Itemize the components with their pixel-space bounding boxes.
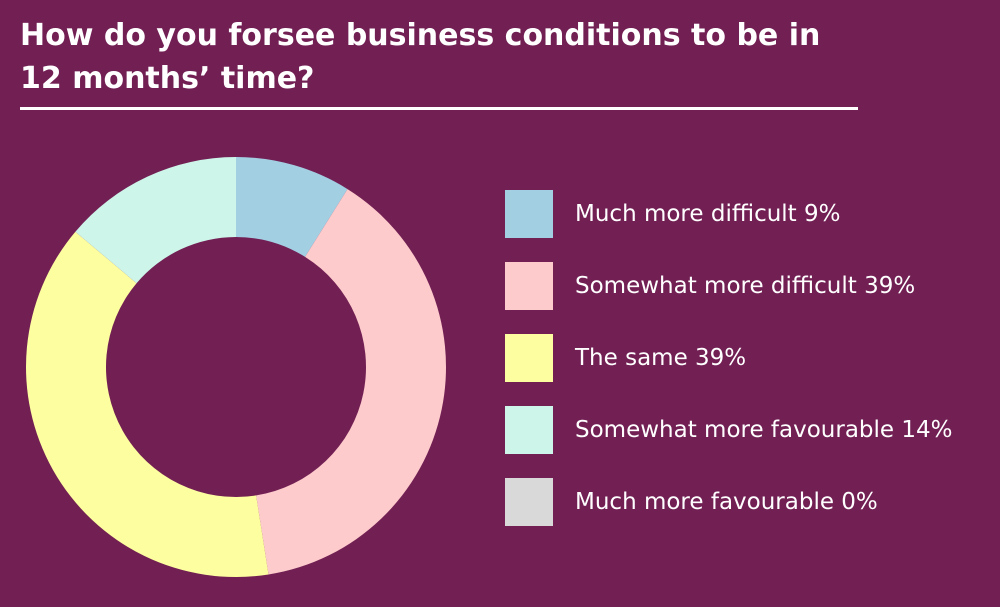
legend-label: Much more difficult 9%	[575, 201, 841, 227]
legend-item: Much more favourable 0%	[505, 476, 953, 528]
legend-swatch	[505, 334, 553, 382]
chart-legend: Much more difficult 9% Somewhat more diff…	[505, 188, 953, 548]
legend-item: Somewhat more difficult 39%	[505, 260, 953, 312]
legend-item: Somewhat more favourable 14%	[505, 404, 953, 456]
legend-swatch	[505, 406, 553, 454]
legend-label: Somewhat more favourable 14%	[575, 417, 953, 443]
donut-slice-2	[25, 231, 269, 577]
legend-item: The same 39%	[505, 332, 953, 384]
legend-label: Much more favourable 0%	[575, 489, 878, 515]
donut-slice-1	[256, 189, 447, 575]
donut-slice-3	[75, 157, 236, 284]
legend-label: Somewhat more difficult 39%	[575, 273, 916, 299]
legend-swatch	[505, 262, 553, 310]
legend-swatch	[505, 478, 553, 526]
title-divider	[20, 107, 858, 110]
donut-slice-0	[236, 157, 348, 257]
legend-item: Much more difficult 9%	[505, 188, 953, 240]
legend-swatch	[505, 190, 553, 238]
donut-chart	[25, 157, 447, 577]
legend-label: The same 39%	[575, 345, 747, 371]
chart-title: How do you forsee business conditions to…	[20, 18, 821, 96]
